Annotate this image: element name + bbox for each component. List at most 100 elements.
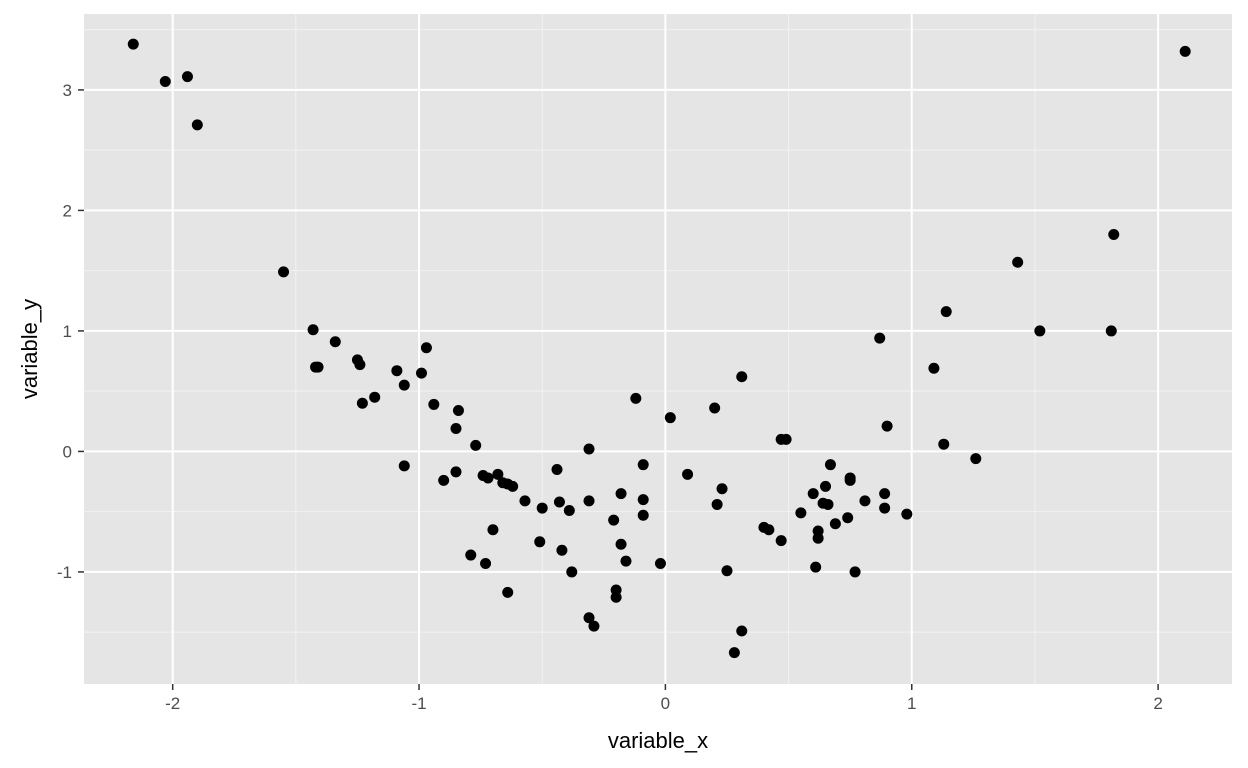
data-point [470,439,482,451]
x-axis-title: variable_x [608,728,708,753]
data-point [763,524,775,536]
data-point [881,420,893,432]
data-point [487,524,499,536]
x-tick-label: -1 [411,694,426,713]
data-point [901,508,913,520]
data-point [519,495,531,507]
data-point [709,402,721,414]
data-point [492,468,504,480]
data-point [312,361,324,373]
data-point [654,557,666,569]
data-point [812,532,824,544]
x-tick-label: 1 [907,694,916,713]
data-point [615,538,627,550]
data-point [480,557,492,569]
data-point [159,75,171,87]
data-point [450,423,462,435]
minor-grid [84,14,1232,684]
major-grid [84,14,1232,684]
data-point [637,459,649,471]
data-point [938,438,950,450]
data-point [534,536,546,548]
data-point [775,535,787,547]
y-tick-label: 2 [63,201,72,220]
data-point [1105,325,1117,337]
data-point [583,612,595,624]
data-point [664,412,676,424]
data-point [563,504,575,516]
y-tick-label: 0 [63,442,72,461]
data-point [807,488,819,500]
data-point [278,266,290,278]
data-point [810,561,822,573]
data-point [354,359,366,371]
data-point [502,586,514,598]
data-point [329,336,341,348]
data-point [1108,229,1120,241]
data-point [566,566,578,578]
data-point [795,507,807,519]
data-point [356,397,368,409]
y-tick-label: -1 [57,563,72,582]
data-point [438,474,450,486]
data-point [450,466,462,478]
data-point [398,379,410,391]
data-point [127,38,139,50]
x-axis-ticks: -2 -1 0 1 2 [165,684,1163,713]
data-point [736,625,748,637]
data-point [536,502,548,514]
data-point [820,480,832,492]
data-point [452,404,464,416]
data-point [736,371,748,383]
data-point [1179,45,1191,57]
data-point [682,468,694,480]
data-point [391,365,403,377]
data-point [780,433,792,445]
data-point [620,555,632,567]
data-point [307,324,319,336]
data-point [859,495,871,507]
data-point [465,549,477,561]
data-point [829,518,841,530]
data-point [844,474,856,486]
data-point [615,488,627,500]
data-point [879,488,891,500]
data-point [610,591,622,603]
data-point [879,502,891,514]
data-point [728,647,740,659]
data-point [608,514,620,526]
data-point [849,566,861,578]
data-point [1012,256,1024,268]
data-point [970,453,982,465]
x-tick-label: -2 [165,694,180,713]
data-point [369,391,381,403]
x-tick-label: 0 [661,694,670,713]
data-point [583,443,595,455]
data-point [191,119,203,131]
data-point [711,498,723,510]
data-point [1034,325,1046,337]
data-point [940,306,952,318]
y-tick-label: 3 [63,81,72,100]
y-axis-ticks: -1 0 1 2 3 [57,81,84,582]
plot-panel [84,14,1232,684]
data-point [416,367,428,379]
data-points [127,38,1191,659]
y-axis-title: variable_y [17,299,42,399]
data-point [716,483,728,495]
data-point [553,496,565,508]
data-point [556,544,568,556]
y-tick-label: 1 [63,322,72,341]
data-point [428,398,440,410]
data-point [583,495,595,507]
data-point [637,494,649,506]
x-tick-label: 2 [1153,694,1162,713]
data-point [874,332,886,344]
data-point [551,464,563,476]
data-point [630,392,642,404]
data-point [420,342,432,354]
data-point [637,509,649,521]
data-point [398,460,410,472]
data-point [928,362,940,374]
